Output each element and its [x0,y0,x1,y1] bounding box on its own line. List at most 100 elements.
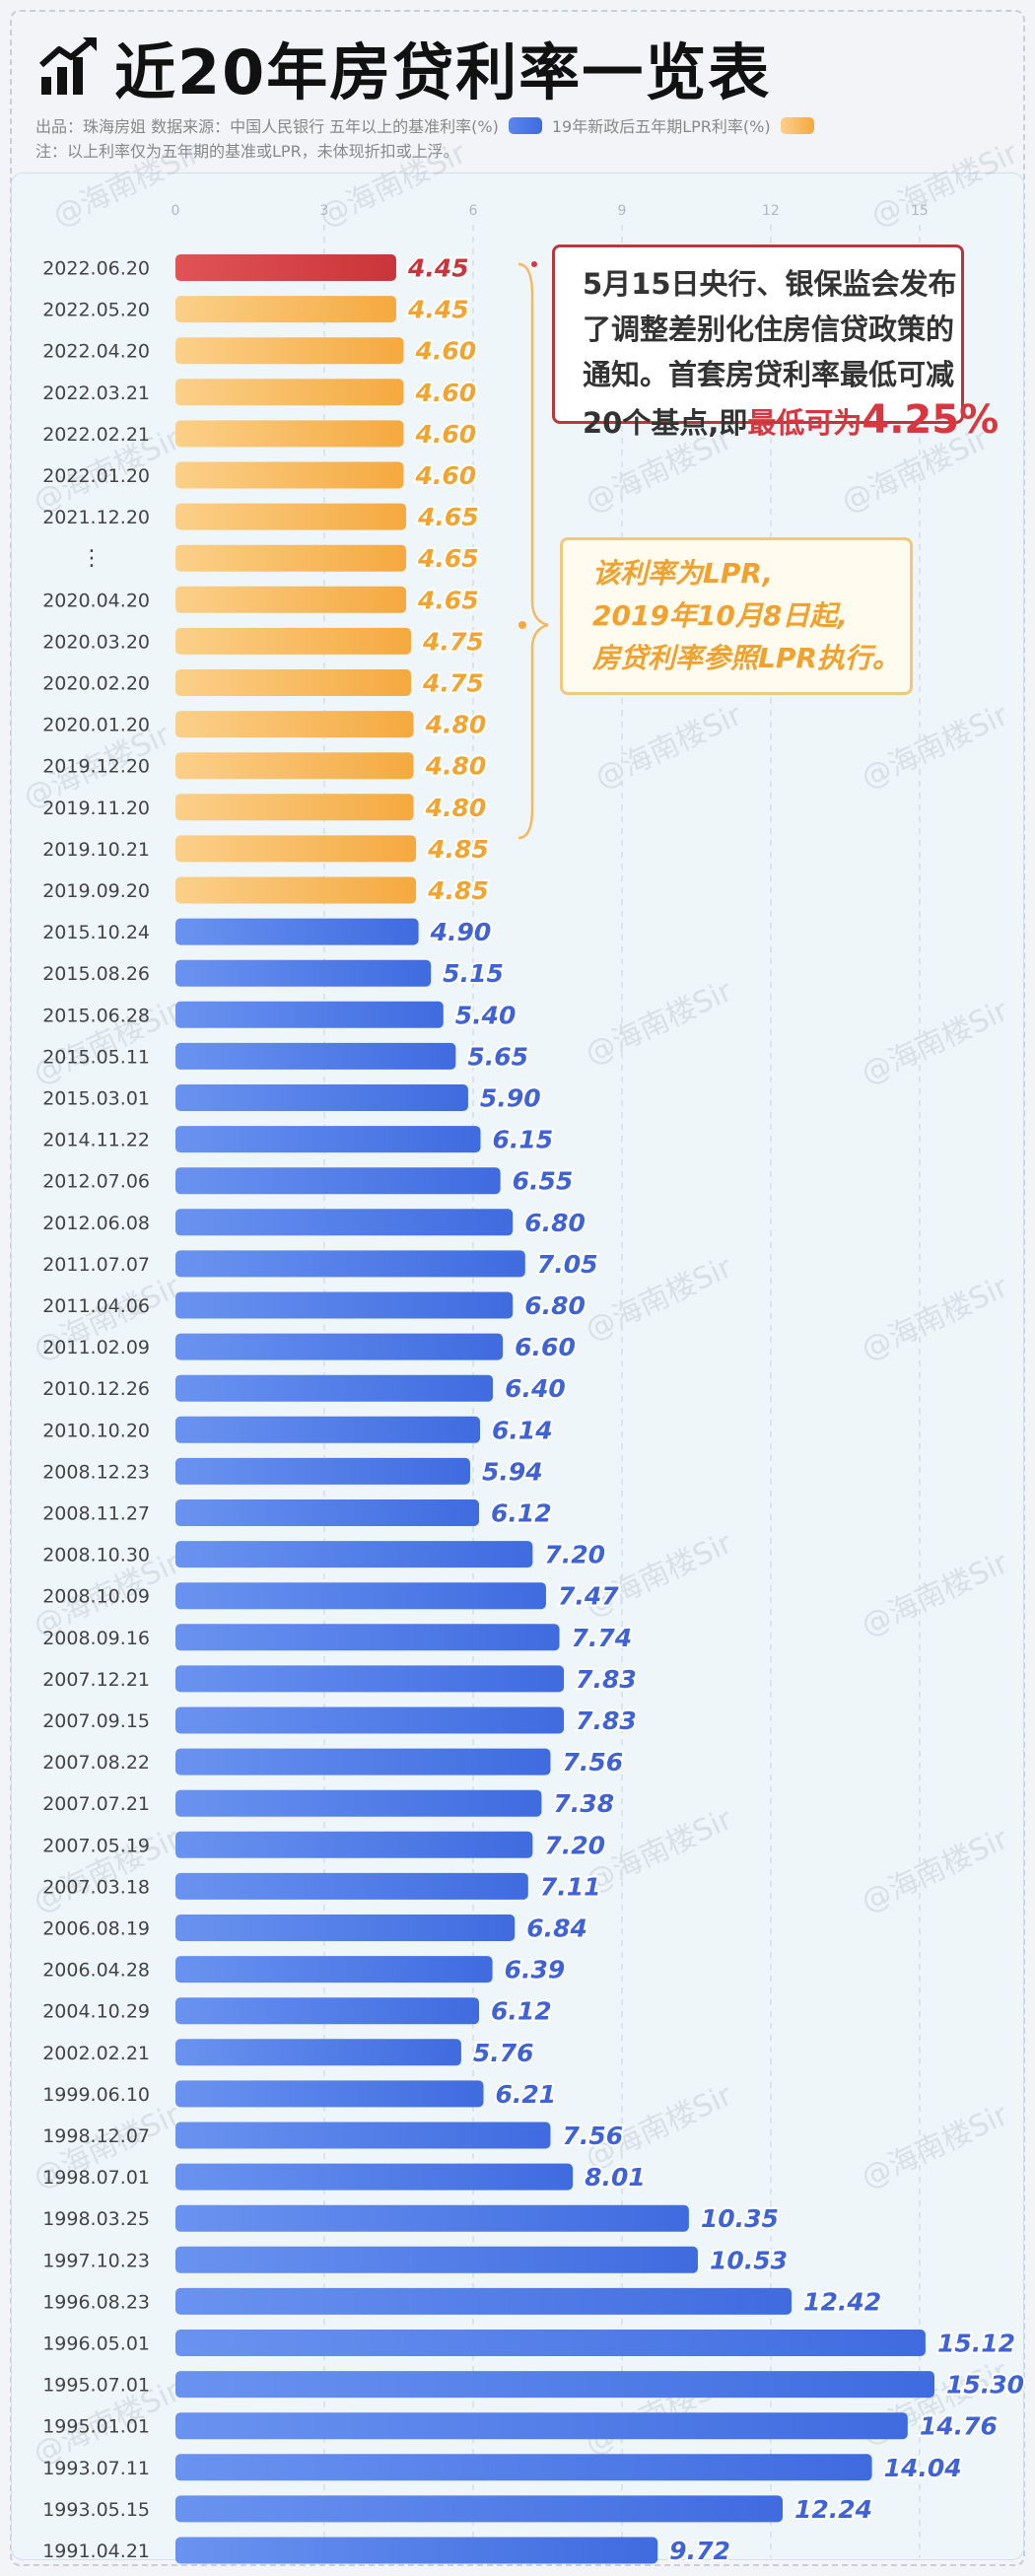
bar-benchmark [175,1997,479,2025]
value-label: 6.80 [524,1209,586,1237]
bar-benchmark [175,1457,470,1485]
category-label: 1999.06.10 [42,2084,150,2106]
value-label: 15.12 [937,2330,1015,2358]
value-label: 10.35 [701,2204,779,2233]
value-label: 4.60 [415,461,477,490]
value-label: 4.45 [407,296,469,324]
bar-benchmark [175,1374,494,1402]
watermark-text: @海南楼Sir [857,994,1014,1091]
lpr-legend-swatch [780,116,814,134]
value-label: 4.65 [417,544,479,573]
category-label: 2019.11.20 [42,798,150,819]
policy-line-3: 通知。首套房贷利率最低可减 [583,358,955,391]
category-label: 2021.12.20 [42,507,150,528]
category-label: 1996.05.01 [42,2333,150,2355]
category-label: 1998.03.25 [42,2208,150,2230]
bar-benchmark [175,1624,560,1651]
x-tick-label: 3 [320,203,329,219]
bar-benchmark [175,2371,934,2399]
category-label: 1993.05.15 [42,2499,150,2521]
policy-line-1: 5月15日央行、银保监会发布 [583,267,957,301]
value-label: 12.42 [803,2287,881,2316]
header: 近20年房贷利率一览表 出品：珠海房姐 数据来源：中国人民银行 五年以上的基准利… [0,0,1035,170]
bar-lpr [175,379,404,406]
value-label: 6.12 [491,1499,552,1528]
category-label: 2014.11.22 [42,1130,150,1151]
bar-benchmark [175,1831,533,1858]
policy-min-label: 最低可为 [747,406,862,440]
value-label: 5.90 [480,1084,541,1113]
value-label: 5.40 [455,1001,517,1029]
category-label: 1998.07.01 [42,2167,150,2189]
bar-lpr [175,711,414,738]
category-label: 2008.11.27 [42,1503,150,1525]
policy-pointer-dot [531,261,537,267]
bar-benchmark [175,2287,793,2315]
value-label: 7.47 [558,1582,619,1611]
value-label: 5.15 [443,959,504,988]
category-label: 2020.03.20 [42,631,150,653]
category-label: 2011.07.07 [42,1254,150,1276]
value-label: 7.38 [553,1789,614,1818]
category-label: 2022.03.21 [42,383,150,404]
watermark-text: @海南楼Sir [857,2098,1014,2195]
bar-lpr [175,835,417,863]
bar-benchmark [175,1126,481,1153]
category-label: 2008.09.16 [42,1628,150,1649]
bar-benchmark [175,1915,516,1941]
category-label: 2010.10.20 [42,1420,150,1441]
value-label: 5.94 [482,1457,543,1486]
value-label: 7.20 [544,1831,605,1859]
bar-benchmark [175,1582,546,1610]
bar-lpr [175,503,407,530]
bar-benchmark [175,2204,689,2232]
bar-latest [175,254,396,281]
category-label: 2022.05.20 [42,300,150,321]
category-label: 2007.03.18 [42,1876,150,1898]
bar-benchmark [175,1084,468,1111]
category-label: 2007.08.22 [42,1752,150,1774]
watermark-text: @海南楼Sir [314,136,472,234]
value-label: 4.80 [425,711,487,739]
category-label: 2006.08.19 [42,1918,150,1940]
bar-benchmark [175,1956,493,1984]
category-label: 2015.06.28 [42,1005,150,1026]
source-line: 出品：珠海房姐 数据来源：中国人民银行 五年以上的基准利率(%) [35,117,499,136]
category-label: 2022.02.21 [42,424,150,446]
bar-benchmark [175,918,419,945]
category-label: 2012.07.06 [42,1171,150,1193]
value-label: 7.74 [572,1624,633,1652]
category-label: 2022.01.20 [42,465,150,487]
x-tick-label: 15 [911,203,929,219]
watermark-layer: @海南楼Sir @海南楼Sir @海南楼Sir @海南楼Sir @海南楼Sir @海南楼S… [19,136,1024,2472]
value-label: 4.75 [422,669,484,698]
value-label: 4.65 [417,586,479,614]
category-label: 2022.04.20 [42,341,150,363]
value-label: 5.76 [473,2039,534,2067]
value-label: 6.39 [505,1956,566,1984]
value-label: 4.80 [425,752,487,781]
category-label: 2006.04.28 [42,1960,150,1982]
bar-benchmark [175,2246,698,2273]
bracket-dot [518,621,526,629]
watermark-text: @海南楼Sir [857,1546,1014,1643]
value-label: 6.55 [513,1167,574,1196]
category-label: 2022.06.20 [42,258,150,280]
bar-lpr [175,461,404,489]
value-label: 7.56 [562,1748,623,1776]
lpr-annotation: 该利率为LPR, 2019年10月8日起, 房贷利率参照LPR执行。 [560,537,913,695]
bar-lpr [175,296,396,323]
value-label: 14.76 [920,2412,998,2441]
value-label: 8.01 [585,2163,646,2192]
watermark-text: @海南楼Sir [857,698,1014,796]
category-label: 2015.05.11 [42,1046,150,1068]
bar-benchmark [175,1665,565,1693]
category-label: 1995.01.01 [42,2416,150,2438]
category-label: 2020.04.20 [42,590,150,611]
value-label: 6.40 [505,1374,566,1403]
bar-benchmark [175,1706,565,1734]
bar-lpr [175,794,414,821]
bar-benchmark [175,2163,574,2191]
lpr-line-3: 房贷利率参照LPR执行。 [592,642,900,674]
bar-benchmark [175,1541,533,1568]
